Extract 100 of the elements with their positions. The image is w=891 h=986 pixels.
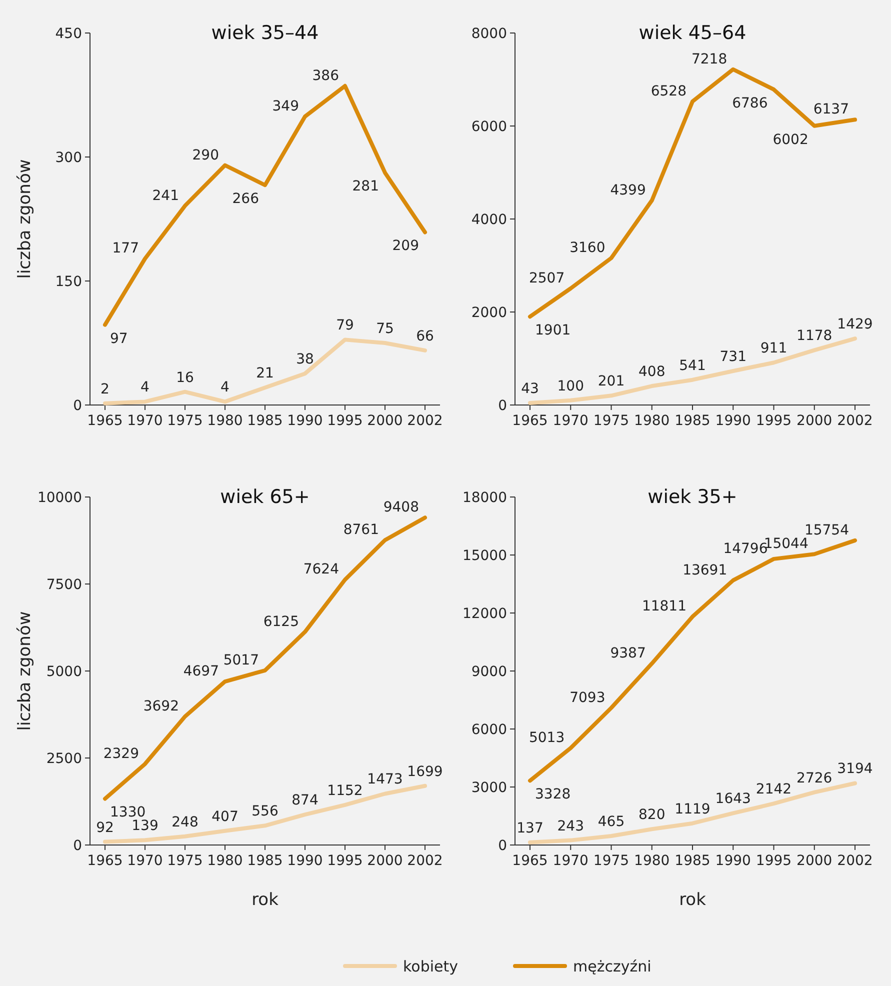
y-tick-label: 18000	[462, 490, 507, 506]
data-label: 1330	[110, 804, 146, 821]
data-label: 38	[296, 352, 314, 368]
x-tick-label: 1980	[207, 853, 243, 869]
y-tick-label: 6000	[471, 722, 507, 738]
x-tick-label: 1975	[167, 853, 203, 869]
chart-title: wiek 45–64	[638, 22, 746, 44]
y-tick-label: 12000	[462, 606, 507, 622]
y-tick-label: 4000	[471, 212, 507, 228]
x-tick-label: 1990	[287, 853, 323, 869]
data-label: 911	[760, 340, 788, 357]
data-label: 1901	[535, 322, 571, 339]
x-tick-label: 2002	[837, 853, 873, 869]
data-label: 6786	[732, 95, 768, 112]
data-label: 2726	[796, 770, 832, 786]
data-label: 1429	[837, 316, 873, 333]
y-tick-label: 2000	[471, 304, 507, 321]
data-label: 6137	[813, 102, 849, 118]
data-label: 874	[292, 792, 318, 809]
x-tick-label: 2002	[407, 853, 443, 869]
x-tick-label: 1985	[247, 853, 283, 869]
x-tick-label: 1965	[87, 853, 123, 869]
data-label: 4	[140, 380, 150, 396]
y-tick-label: 7500	[46, 576, 82, 593]
data-label: 7218	[691, 51, 728, 68]
data-label: 8761	[343, 522, 379, 538]
data-label: 6528	[650, 83, 686, 100]
x-tick-label: 1985	[674, 413, 710, 429]
chart-title: wiek 35+	[648, 486, 738, 508]
y-tick-label: 0	[73, 398, 82, 414]
data-label: 79	[336, 318, 354, 334]
x-tick-label: 1970	[552, 853, 588, 869]
data-label: 731	[720, 349, 746, 366]
data-label: 9387	[610, 646, 646, 662]
data-label: 4	[220, 380, 230, 396]
data-label: 3160	[570, 240, 606, 256]
x-tick-label: 1975	[167, 413, 203, 429]
x-tick-label: 1970	[127, 413, 163, 429]
x-tick-label: 1990	[287, 413, 323, 429]
x-axis-title: rok	[252, 890, 279, 910]
y-tick-label: 15000	[462, 548, 507, 564]
line-series	[528, 67, 857, 319]
data-label: 7624	[303, 562, 340, 578]
data-label: 6002	[772, 132, 808, 148]
data-label: 1119	[674, 801, 710, 818]
x-tick-label: 1965	[512, 413, 548, 429]
x-tick-label: 1965	[512, 853, 548, 869]
data-label: 1178	[796, 328, 832, 344]
x-tick-label: 1995	[756, 413, 792, 429]
data-label: 281	[352, 178, 379, 195]
y-tick-label: 2500	[46, 750, 82, 767]
data-label: 408	[638, 364, 666, 380]
y-tick-label: 6000	[471, 118, 507, 135]
x-tick-label: 1980	[634, 853, 670, 869]
x-tick-label: 2000	[367, 413, 403, 429]
data-label: 407	[212, 808, 238, 825]
data-label: 5017	[223, 652, 259, 668]
data-label: 2329	[103, 746, 139, 762]
data-label: 5013	[528, 730, 565, 746]
data-label: 1643	[715, 791, 751, 808]
y-tick-label: 3000	[471, 780, 507, 796]
data-label: 21	[256, 366, 274, 382]
x-tick-label: 2002	[837, 413, 873, 429]
data-label: 1152	[327, 782, 363, 799]
y-tick-label: 10000	[37, 490, 82, 506]
x-tick-label: 1970	[552, 413, 588, 429]
data-label: 241	[152, 188, 179, 204]
data-label: 9408	[383, 500, 419, 516]
data-label: 43	[521, 381, 539, 397]
data-label: 177	[112, 240, 139, 257]
x-tick-label: 1980	[634, 413, 670, 429]
data-label: 4399	[610, 182, 646, 198]
data-label: 2507	[528, 270, 565, 286]
chart-title: wiek 35–44	[211, 22, 319, 44]
data-label: 16	[176, 370, 194, 386]
data-label: 137	[516, 820, 544, 836]
data-label: 75	[376, 321, 394, 337]
x-tick-label: 2000	[367, 853, 403, 869]
x-tick-label: 1995	[327, 413, 363, 429]
y-axis-title: liczba zgonów	[15, 159, 35, 279]
x-tick-label: 2002	[407, 413, 443, 429]
x-tick-label: 1995	[756, 853, 792, 869]
data-label: 13691	[682, 562, 728, 578]
y-tick-label: 150	[55, 274, 82, 290]
data-label: 290	[192, 147, 219, 164]
data-label: 243	[557, 818, 584, 834]
data-label: 556	[252, 804, 278, 820]
x-axis-title: rok	[679, 890, 706, 910]
data-label: 4697	[183, 664, 219, 680]
y-axis-title: liczba zgonów	[15, 611, 35, 731]
y-tick-label: 300	[55, 150, 82, 166]
data-label: 92	[96, 820, 114, 836]
data-label: 248	[172, 814, 198, 830]
x-tick-label: 1985	[247, 413, 283, 429]
x-tick-label: 1975	[593, 413, 630, 429]
data-label: 209	[392, 238, 419, 254]
x-tick-label: 1990	[715, 853, 751, 869]
y-tick-label: 8000	[471, 26, 507, 42]
data-label: 541	[679, 358, 706, 374]
x-tick-label: 2000	[796, 853, 832, 869]
